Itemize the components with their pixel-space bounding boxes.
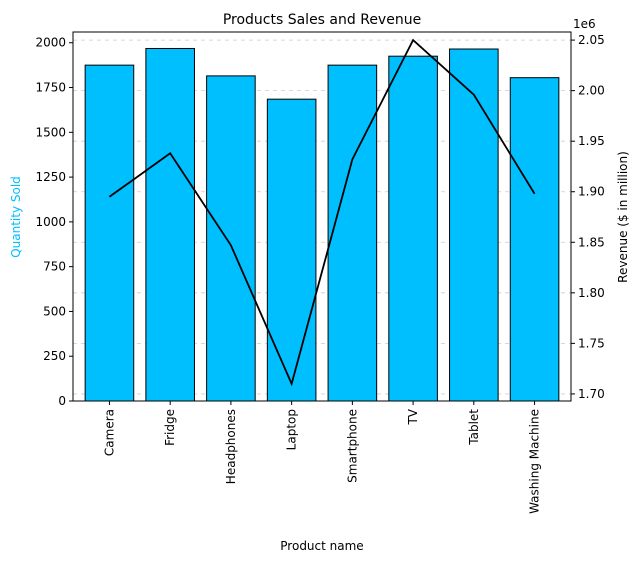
- left-y-axis-label: Quantity Sold: [9, 176, 23, 258]
- x-tick-label: TV: [406, 408, 420, 425]
- right-tick-label: 2.00: [578, 84, 605, 98]
- left-tick-label: 1500: [35, 125, 66, 139]
- bar: [206, 75, 256, 402]
- left-tick-label: 2000: [35, 36, 66, 50]
- x-axis-label: Product name: [280, 539, 363, 553]
- left-tick-label: 1000: [35, 215, 66, 229]
- left-tick-label: 0: [58, 394, 66, 408]
- chart-title: Products Sales and Revenue: [223, 12, 421, 28]
- plot-frame: [72, 31, 572, 402]
- bar: [266, 98, 317, 402]
- left-y-axis: 0 250 500 750 1000 1250 1500 1750 2000: [35, 36, 73, 408]
- x-axis: Camera Fridge Headphones Laptop Smartphone TV…: [102, 401, 542, 514]
- bar: [327, 64, 378, 402]
- bars: [84, 47, 560, 402]
- bar: [509, 77, 560, 402]
- bar: [449, 48, 499, 402]
- right-tick-label: 1.75: [578, 336, 605, 350]
- right-tick-label: 1.70: [578, 387, 605, 401]
- x-tick-label: Headphones: [224, 409, 238, 484]
- right-tick-label: 1.80: [578, 286, 605, 300]
- x-tick-label: Tablet: [467, 409, 481, 446]
- right-axis-multiplier: 1e6: [573, 17, 596, 31]
- right-tick-label: 1.90: [578, 185, 605, 199]
- right-tick-label: 2.05: [578, 33, 605, 47]
- left-tick-label: 1750: [35, 81, 66, 95]
- revenue-line-series: [108, 38, 536, 387]
- left-tick-label: 750: [43, 260, 66, 274]
- revenue-line: [108, 38, 536, 387]
- left-tick-label: 250: [43, 349, 66, 363]
- bar: [388, 55, 438, 402]
- x-tick-label: Laptop: [285, 409, 299, 450]
- x-tick-label: Camera: [102, 409, 116, 456]
- left-tick-label: 1250: [35, 170, 66, 184]
- right-tick-label: 1.85: [578, 235, 605, 249]
- bar: [145, 47, 195, 402]
- x-tick-label: Smartphone: [345, 409, 359, 483]
- right-tick-label: 1.95: [578, 134, 605, 148]
- left-tick-label: 500: [43, 304, 66, 318]
- x-tick-label: Washing Machine: [528, 409, 542, 514]
- right-y-axis: 1.70 1.75 1.80 1.85 1.90 1.95 2.00 2.05: [571, 33, 605, 401]
- right-y-axis-label: Revenue ($ in million): [616, 151, 630, 283]
- x-tick-label: Fridge: [163, 409, 177, 446]
- bar: [84, 64, 135, 402]
